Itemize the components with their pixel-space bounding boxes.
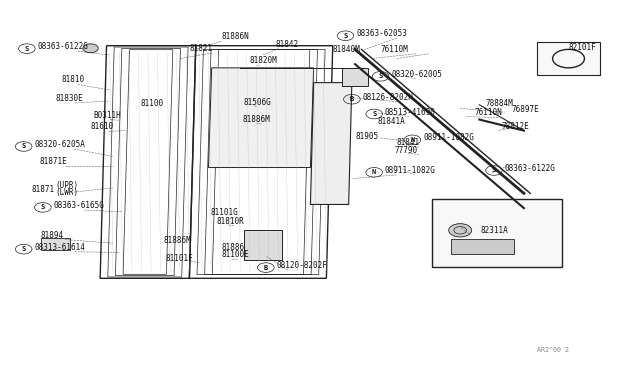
Polygon shape <box>310 83 352 205</box>
Text: 81886M: 81886M <box>164 236 191 245</box>
Text: 82311A: 82311A <box>481 226 508 235</box>
Text: 81840M: 81840M <box>333 45 360 54</box>
Text: 81821: 81821 <box>189 44 212 53</box>
Text: S: S <box>22 144 26 150</box>
Text: B0311H: B0311H <box>94 110 122 119</box>
Text: 81820M: 81820M <box>250 56 278 65</box>
Text: S: S <box>41 205 45 211</box>
Text: 81841A: 81841A <box>378 117 405 126</box>
Text: 81886: 81886 <box>221 243 244 252</box>
Text: S: S <box>492 167 496 173</box>
Text: 81841: 81841 <box>396 138 420 147</box>
Text: 81610: 81610 <box>91 122 114 131</box>
Text: B: B <box>264 264 268 270</box>
Text: N: N <box>410 137 415 143</box>
Text: S: S <box>372 111 376 117</box>
Text: 81871: 81871 <box>31 185 54 194</box>
Text: AR2^00 2: AR2^00 2 <box>536 347 568 353</box>
Text: S: S <box>378 73 383 79</box>
Text: 08911-1082G: 08911-1082G <box>385 166 436 175</box>
Text: 81810: 81810 <box>62 76 85 84</box>
Text: 08363-6122G: 08363-6122G <box>505 164 556 173</box>
Text: B: B <box>349 96 354 102</box>
Text: 81894: 81894 <box>41 231 64 240</box>
Text: 08126-8202H: 08126-8202H <box>363 93 413 102</box>
Text: 76110N: 76110N <box>474 108 502 116</box>
Text: 08320-6205A: 08320-6205A <box>35 140 85 149</box>
Text: 81842: 81842 <box>275 40 298 49</box>
Text: S: S <box>22 246 26 252</box>
Text: 81905: 81905 <box>355 132 378 141</box>
Text: 81886M: 81886M <box>243 115 270 124</box>
Bar <box>244 230 282 260</box>
Text: 76897E: 76897E <box>511 105 539 114</box>
Bar <box>537 42 600 75</box>
Text: 77790: 77790 <box>394 145 418 155</box>
Text: 78884M: 78884M <box>486 99 513 109</box>
Bar <box>451 239 515 254</box>
Bar <box>41 238 70 250</box>
Text: 81886N: 81886N <box>221 32 249 41</box>
Text: 81810R: 81810R <box>217 217 244 226</box>
Text: 08363-62053: 08363-62053 <box>356 29 407 38</box>
Text: 81100E: 81100E <box>221 250 249 259</box>
Text: (UPR): (UPR) <box>56 181 79 190</box>
Bar <box>342 68 368 86</box>
Circle shape <box>449 224 472 237</box>
Text: 08513-41690: 08513-41690 <box>385 108 436 116</box>
Text: S: S <box>25 46 29 52</box>
Text: 08363-6122G: 08363-6122G <box>38 42 88 51</box>
Text: 82101F: 82101F <box>568 44 596 52</box>
Polygon shape <box>209 68 314 167</box>
Text: N: N <box>372 169 376 175</box>
Text: 08320-62005: 08320-62005 <box>392 70 442 79</box>
Text: 08911-1082G: 08911-1082G <box>423 134 474 142</box>
Text: 08313-61614: 08313-61614 <box>35 243 85 252</box>
Text: 81871E: 81871E <box>40 157 67 166</box>
Text: (LWR): (LWR) <box>56 188 79 197</box>
Text: 81506G: 81506G <box>244 97 271 107</box>
Text: S: S <box>344 33 348 39</box>
Text: 81101F: 81101F <box>166 254 193 263</box>
Circle shape <box>83 44 99 53</box>
Text: 08120-8202F: 08120-8202F <box>276 261 328 270</box>
Text: 76110M: 76110M <box>381 45 408 54</box>
Bar <box>431 199 562 267</box>
Text: 08363-6165G: 08363-6165G <box>54 201 104 210</box>
Text: 81101G: 81101G <box>211 208 238 217</box>
Text: 81100: 81100 <box>140 99 163 108</box>
Text: 81830E: 81830E <box>56 94 83 103</box>
Text: 78812E: 78812E <box>502 122 529 131</box>
